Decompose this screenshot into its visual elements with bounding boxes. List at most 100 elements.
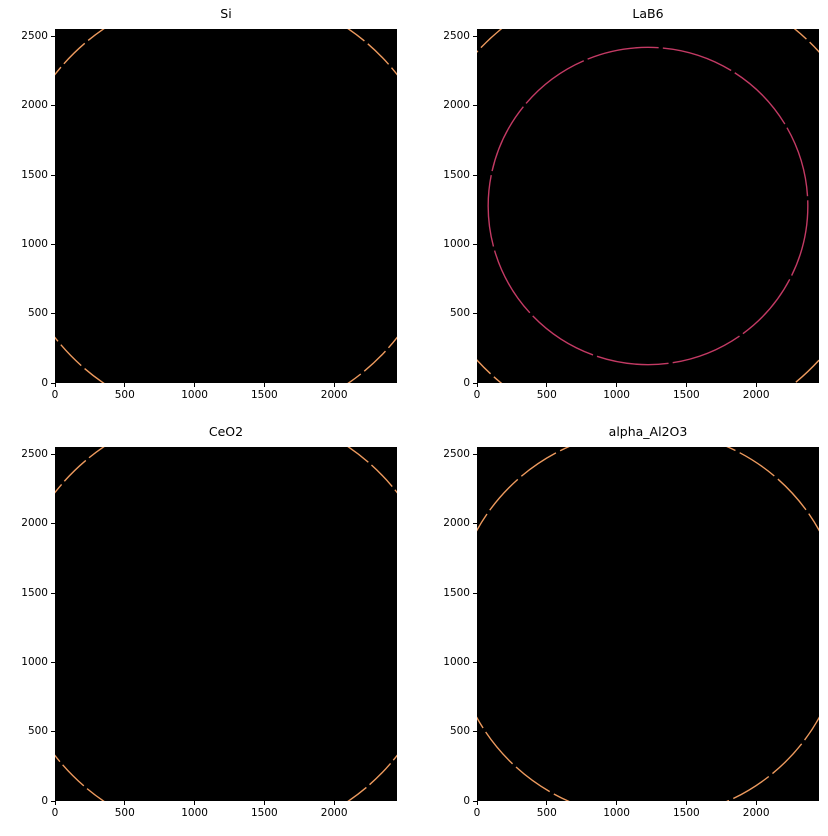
x-tick-label: 1500 <box>673 807 700 819</box>
y-tick-mark <box>473 243 477 245</box>
x-tick-label: 0 <box>51 389 59 401</box>
x-tick-mark <box>755 383 757 387</box>
y-tick-label: 2000 <box>21 517 48 530</box>
y-tick-label: 500 <box>27 307 48 320</box>
ring-pattern-alpha_al2o3 <box>477 447 819 801</box>
diffraction-ring <box>477 447 819 801</box>
diffraction-ring <box>55 447 397 801</box>
x-tick-mark <box>685 801 687 805</box>
x-tick-mark <box>476 383 478 387</box>
y-tick-label: 1500 <box>21 168 48 181</box>
y-tick-label: 2500 <box>21 448 48 461</box>
y-tick-mark <box>51 523 55 525</box>
x-tick-label: 2000 <box>742 807 770 819</box>
y-tick-mark <box>51 454 55 456</box>
y-tick-mark <box>51 800 55 802</box>
y-tick-mark <box>51 731 55 733</box>
x-tick-label: 500 <box>536 389 557 401</box>
x-tick-mark <box>263 383 265 387</box>
x-tick-label: 1000 <box>181 807 208 819</box>
x-tick-mark <box>54 801 56 805</box>
y-tick-label: 2500 <box>21 30 48 43</box>
x-tick-mark <box>333 383 335 387</box>
plot-area <box>477 447 819 801</box>
x-tick-label: 500 <box>536 807 557 819</box>
y-tick-mark <box>51 36 55 38</box>
y-tick-mark <box>51 661 55 663</box>
x-tick-mark <box>194 801 196 805</box>
subplot-lab6: LaB6 0 500 1000 1500 2000 0 500 1000 1500 2000 2500 <box>443 6 819 401</box>
x-tick-label: 1000 <box>603 807 630 819</box>
y-tick-label: 2500 <box>443 30 470 43</box>
y-tick-label: 1500 <box>21 586 48 599</box>
y-tick-mark <box>473 731 477 733</box>
y-tick-mark <box>51 382 55 384</box>
ring-pattern-lab6 <box>477 29 819 383</box>
x-tick-mark <box>263 801 265 805</box>
y-tick-label: 2500 <box>443 448 470 461</box>
x-tick-label: 0 <box>51 807 59 819</box>
x-tick-label: 0 <box>473 807 481 819</box>
y-tick-mark <box>473 661 477 663</box>
y-tick-label: 0 <box>463 794 470 807</box>
diffraction-ring <box>477 29 819 383</box>
y-tick-label: 0 <box>463 376 470 389</box>
x-tick-mark <box>194 383 196 387</box>
x-tick-label: 1500 <box>251 807 278 819</box>
y-tick-label: 1000 <box>21 237 48 250</box>
y-tick-mark <box>473 313 477 315</box>
ring-pattern-si <box>55 29 397 383</box>
y-tick-label: 500 <box>449 725 470 738</box>
subplot-si: Si 0 500 1000 1500 2000 0 500 1000 1500 2000 2500 <box>21 6 397 401</box>
x-tick-mark <box>333 801 335 805</box>
x-tick-label: 0 <box>473 389 481 401</box>
y-tick-label: 500 <box>27 725 48 738</box>
plot-area <box>55 447 397 801</box>
x-tick-mark <box>685 383 687 387</box>
y-tick-mark <box>51 105 55 107</box>
x-tick-label: 2000 <box>320 807 348 819</box>
y-tick-mark <box>51 592 55 594</box>
y-tick-label: 0 <box>41 376 48 389</box>
y-tick-label: 1500 <box>443 586 470 599</box>
y-tick-mark <box>473 36 477 38</box>
subplot-title: Si <box>220 6 232 21</box>
y-tick-mark <box>51 243 55 245</box>
x-tick-mark <box>616 383 618 387</box>
x-tick-label: 500 <box>114 389 135 401</box>
y-tick-mark <box>51 313 55 315</box>
plot-area <box>55 29 397 383</box>
y-tick-mark <box>51 174 55 176</box>
x-tick-mark <box>546 383 548 387</box>
x-tick-mark <box>546 801 548 805</box>
y-tick-label: 2000 <box>443 517 470 530</box>
y-tick-mark <box>473 382 477 384</box>
subplot-title: alpha_Al2O3 <box>608 424 688 439</box>
x-tick-mark <box>616 801 618 805</box>
x-tick-label: 2000 <box>320 389 348 401</box>
y-tick-label: 1000 <box>443 237 470 250</box>
subplot-alpha_al2o3: alpha_Al2O3 0 500 1000 1500 2000 0 500 1000 1500 2… <box>443 424 819 819</box>
plot-area <box>477 29 819 383</box>
x-tick-label: 500 <box>114 807 135 819</box>
y-tick-mark <box>473 105 477 107</box>
x-tick-mark <box>124 801 126 805</box>
subplot-ceo2: CeO2 0 500 1000 1500 2000 0 500 1000 1500 2000 2500 <box>21 424 397 819</box>
diffraction-ring <box>487 46 809 366</box>
x-tick-mark <box>54 383 56 387</box>
x-tick-label: 1500 <box>251 389 278 401</box>
diffraction-ring <box>55 29 397 383</box>
y-tick-label: 2000 <box>21 99 48 112</box>
x-tick-mark <box>755 801 757 805</box>
y-tick-label: 2000 <box>443 99 470 112</box>
y-tick-label: 500 <box>449 307 470 320</box>
x-tick-label: 2000 <box>742 389 770 401</box>
subplot-title: LaB6 <box>632 6 664 21</box>
x-tick-label: 1000 <box>181 389 208 401</box>
y-tick-mark <box>473 454 477 456</box>
x-tick-label: 1500 <box>673 389 700 401</box>
y-tick-mark <box>473 592 477 594</box>
y-tick-mark <box>473 800 477 802</box>
y-tick-label: 0 <box>41 794 48 807</box>
